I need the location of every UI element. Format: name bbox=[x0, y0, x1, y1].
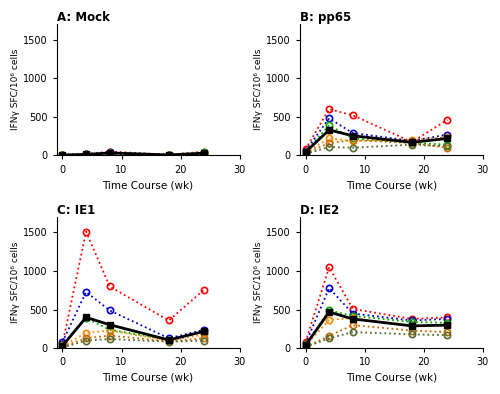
X-axis label: Time Course (wk): Time Course (wk) bbox=[102, 373, 194, 383]
Text: C: IE1: C: IE1 bbox=[56, 204, 95, 217]
X-axis label: Time Course (wk): Time Course (wk) bbox=[346, 373, 436, 383]
Y-axis label: IFNγ SFC/10⁶ cells: IFNγ SFC/10⁶ cells bbox=[11, 49, 20, 130]
X-axis label: Time Course (wk): Time Course (wk) bbox=[102, 180, 194, 190]
Y-axis label: IFNγ SFC/10⁶ cells: IFNγ SFC/10⁶ cells bbox=[11, 242, 20, 323]
Text: D: IE2: D: IE2 bbox=[300, 204, 339, 217]
Text: A: Mock: A: Mock bbox=[56, 11, 110, 24]
X-axis label: Time Course (wk): Time Course (wk) bbox=[346, 180, 436, 190]
Y-axis label: IFNγ SFC/10⁶ cells: IFNγ SFC/10⁶ cells bbox=[254, 49, 263, 130]
Y-axis label: IFNγ SFC/10⁶ cells: IFNγ SFC/10⁶ cells bbox=[254, 242, 263, 323]
Text: B: pp65: B: pp65 bbox=[300, 11, 351, 24]
